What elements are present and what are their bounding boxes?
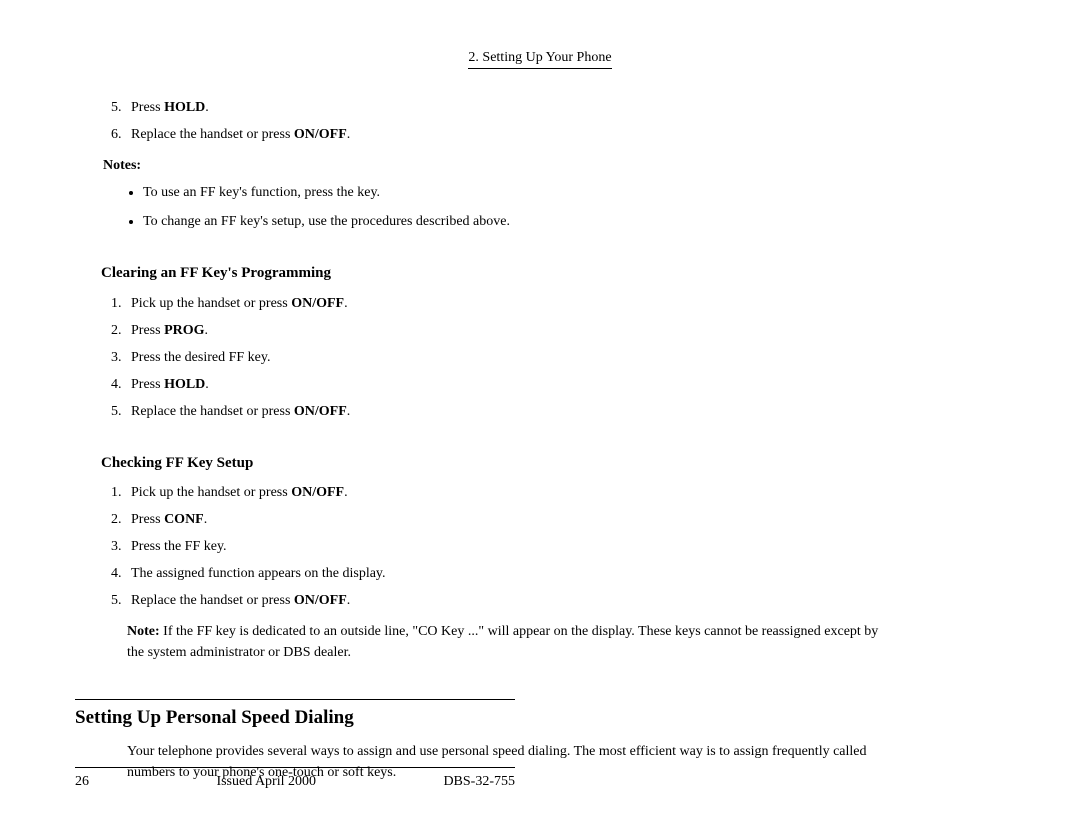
document-page: 2. Setting Up Your Phone Press HOLD.Repl… xyxy=(0,0,1080,834)
footer-rule xyxy=(75,767,515,768)
step-text: . xyxy=(205,323,209,338)
checking-heading: Checking FF Key Setup xyxy=(101,452,1005,475)
step-text: The assigned function appears on the dis… xyxy=(131,566,386,581)
step-keyword: ON/OFF xyxy=(294,127,347,142)
chapter-title: 2. Setting Up Your Phone xyxy=(468,50,611,69)
step-text: . xyxy=(347,127,351,142)
continued-steps-list: Press HOLD.Replace the handset or press … xyxy=(103,97,1005,145)
section-title: Setting Up Personal Speed Dialing xyxy=(75,704,1005,733)
page-content: Press HOLD.Replace the handset or press … xyxy=(103,97,1005,783)
page-header: 2. Setting Up Your Phone xyxy=(75,48,1005,69)
step-text: Press the FF key. xyxy=(131,539,227,554)
note-label: Note: xyxy=(127,624,160,639)
step-item: Pick up the handset or press ON/OFF. xyxy=(125,482,1005,503)
step-item: Pick up the handset or press ON/OFF. xyxy=(125,293,1005,314)
step-text: . xyxy=(344,485,348,500)
notes-list: To use an FF key's function, press the k… xyxy=(103,182,1005,232)
step-text: . xyxy=(344,296,348,311)
checking-steps-list: Pick up the handset or press ON/OFF.Pres… xyxy=(103,482,1005,611)
step-item: Replace the handset or press ON/OFF. xyxy=(125,401,1005,422)
clearing-steps-list: Pick up the handset or press ON/OFF.Pres… xyxy=(103,293,1005,422)
step-item: Press HOLD. xyxy=(125,97,1005,118)
notes-heading: Notes: xyxy=(103,155,1005,176)
step-text: Replace the handset or press xyxy=(131,404,294,419)
step-item: Press the desired FF key. xyxy=(125,347,1005,368)
step-keyword: ON/OFF xyxy=(294,404,347,419)
step-text: . xyxy=(205,100,209,115)
step-text: Press xyxy=(131,377,164,392)
step-keyword: HOLD xyxy=(164,100,205,115)
step-text: Replace the handset or press xyxy=(131,593,294,608)
step-item: Press CONF. xyxy=(125,509,1005,530)
page-number: 26 xyxy=(75,774,89,790)
step-item: Press HOLD. xyxy=(125,374,1005,395)
step-text: . xyxy=(347,593,351,608)
step-text: Replace the handset or press xyxy=(131,127,294,142)
step-keyword: ON/OFF xyxy=(291,485,344,500)
checking-note: Note: If the FF key is dedicated to an o… xyxy=(127,621,895,663)
step-item: Press the FF key. xyxy=(125,536,1005,557)
issue-date: Issued April 2000 xyxy=(89,774,443,790)
step-text: Pick up the handset or press xyxy=(131,296,291,311)
page-footer: 26 Issued April 2000 DBS-32-755 xyxy=(75,774,515,790)
step-item: Press PROG. xyxy=(125,320,1005,341)
note-item: To use an FF key's function, press the k… xyxy=(143,182,1005,203)
step-text: Press the desired FF key. xyxy=(131,350,270,365)
step-item: Replace the handset or press ON/OFF. xyxy=(125,590,1005,611)
step-keyword: HOLD xyxy=(164,377,205,392)
doc-id: DBS-32-755 xyxy=(443,774,515,790)
step-text: Press xyxy=(131,100,164,115)
step-keyword: ON/OFF xyxy=(291,296,344,311)
step-keyword: PROG xyxy=(164,323,204,338)
note-text: If the FF key is dedicated to an outside… xyxy=(127,624,878,660)
step-text: Pick up the handset or press xyxy=(131,485,291,500)
step-text: . xyxy=(204,512,208,527)
step-keyword: CONF xyxy=(164,512,204,527)
step-text: Press xyxy=(131,323,164,338)
step-text: . xyxy=(347,404,351,419)
step-item: The assigned function appears on the dis… xyxy=(125,563,1005,584)
section-rule xyxy=(75,699,515,700)
note-item: To change an FF key's setup, use the pro… xyxy=(143,211,1005,232)
clearing-heading: Clearing an FF Key's Programming xyxy=(101,262,1005,285)
step-text: Press xyxy=(131,512,164,527)
step-keyword: ON/OFF xyxy=(294,593,347,608)
step-item: Replace the handset or press ON/OFF. xyxy=(125,124,1005,145)
step-text: . xyxy=(205,377,209,392)
